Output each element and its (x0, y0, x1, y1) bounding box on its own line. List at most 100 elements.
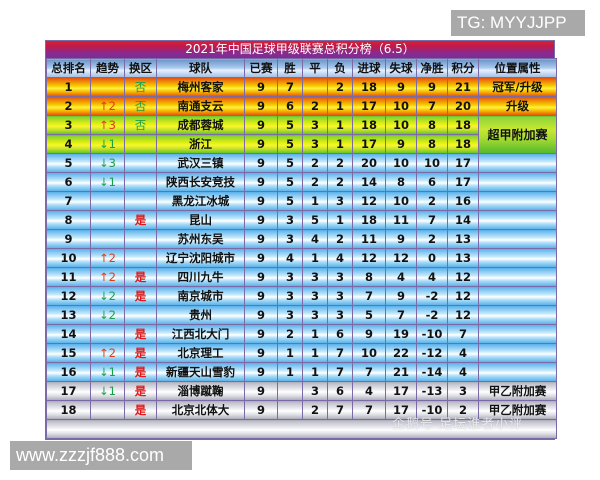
cell-rank: 12 (46, 286, 91, 306)
table-row: 16 ↓1 是新疆天山雪豹 9 1 1 7 7 21 -14 4 (46, 362, 557, 382)
cell-zone: 是 (124, 400, 157, 420)
cell-lost: 7 (327, 400, 353, 420)
table-row: 5 ↓3 武汉三镇 9 5 2 2 20 10 10 17 (46, 153, 557, 173)
cell-zone: 否 (124, 115, 157, 135)
cell-goals-for: 4 (352, 381, 386, 401)
cell-zone (124, 305, 157, 325)
cell-goals-for: 17 (352, 96, 386, 116)
cell-zone: 是 (124, 362, 157, 382)
cell-goal-diff: 7 (416, 210, 448, 230)
cell-won: 5 (277, 172, 303, 192)
table-row: 6 ↓1 陕西长安竞技 9 5 2 2 14 8 6 17 (46, 172, 557, 192)
cell-goal-diff: -2 (416, 305, 448, 325)
cell-played: 9 (244, 153, 278, 173)
cell-rank: 15 (46, 343, 91, 363)
cell-goals-for: 7 (352, 362, 386, 382)
cell-rank: 3 (46, 115, 91, 135)
cell-played: 9 (244, 362, 278, 382)
cell-points: 7 (447, 324, 479, 344)
cell-played: 9 (244, 324, 278, 344)
table-row: 4 ↓1 浙江 9 5 3 1 17 9 8 18 (46, 134, 557, 154)
cell-drawn: 5 (302, 210, 328, 230)
cell-goal-diff: -13 (416, 381, 448, 401)
cell-drawn: 3 (302, 134, 328, 154)
cell-goals-against: 4 (385, 267, 417, 287)
cell-drawn: 3 (302, 267, 328, 287)
cell-points: 18 (447, 134, 479, 154)
cell-team: 淄博蹴鞠 (156, 381, 245, 401)
table-row: 2 ↑2 否南通支云 9 6 2 1 17 10 7 20 升级 (46, 96, 557, 116)
header-trend: 趋势 (90, 58, 125, 78)
cell-goals-against: 19 (385, 324, 417, 344)
cell-rank: 18 (46, 400, 91, 420)
cell-drawn: 1 (302, 343, 328, 363)
cell-zone: 是 (124, 343, 157, 363)
cell-goals-against: 8 (385, 172, 417, 192)
cell-team: 苏州东吴 (156, 229, 245, 249)
cell-trend: ↑2 (90, 343, 125, 363)
cell-goals-for: 7 (352, 286, 386, 306)
empty-footer-row (46, 419, 557, 439)
cell-rank: 2 (46, 96, 91, 116)
cell-lost: 7 (327, 362, 353, 382)
cell-zone (124, 172, 157, 192)
cell-lost: 7 (327, 343, 353, 363)
header-played: 已赛 (244, 58, 278, 78)
cell-goals-for: 10 (352, 343, 386, 363)
cell-played: 9 (244, 305, 278, 325)
cell-goals-against: 12 (385, 248, 417, 268)
cell-rank: 14 (46, 324, 91, 344)
cell-goals-against: 17 (385, 400, 417, 420)
cell-rank: 7 (46, 191, 91, 211)
cell-rank: 1 (46, 77, 91, 97)
cell-played: 9 (244, 267, 278, 287)
table-row: 11 ↑2 是四川九牛 9 3 3 3 8 4 4 12 (46, 267, 557, 287)
cell-rank: 6 (46, 172, 91, 192)
cell-drawn: 3 (302, 305, 328, 325)
cell-won: 1 (277, 362, 303, 382)
cell-rank: 10 (46, 248, 91, 268)
cell-lost: 1 (327, 115, 353, 135)
cell-goal-diff: -10 (416, 400, 448, 420)
cell-points: 13 (447, 229, 479, 249)
watermark-top: TG: MYYJJPP (451, 10, 585, 36)
cell-played: 9 (244, 191, 278, 211)
cell-zone: 否 (124, 96, 157, 116)
cell-team: 新疆天山雪豹 (156, 362, 245, 382)
cell-rank: 13 (46, 305, 91, 325)
cell-goals-for: 18 (352, 210, 386, 230)
cell-team: 北京理工 (156, 343, 245, 363)
cell-status (478, 286, 557, 306)
cell-goals-against: 9 (385, 229, 417, 249)
cell-goals-for: 12 (352, 191, 386, 211)
cell-drawn: 4 (302, 229, 328, 249)
cell-won: 1 (277, 343, 303, 363)
cell-points: 13 (447, 248, 479, 268)
cell-points: 4 (447, 362, 479, 382)
cell-trend (90, 229, 125, 249)
cell-drawn: 3 (302, 115, 328, 135)
cell-played: 9 (244, 210, 278, 230)
cell-team: 浙江 (156, 134, 245, 154)
cell-played: 9 (244, 400, 278, 420)
cell-goals-against: 10 (385, 96, 417, 116)
cell-goal-diff: 8 (416, 134, 448, 154)
cell-won (277, 400, 303, 420)
cell-lost: 6 (327, 381, 353, 401)
cell-goal-diff: 9 (416, 77, 448, 97)
cell-goal-diff: 10 (416, 153, 448, 173)
cell-rank: 4 (46, 134, 91, 154)
cell-played: 9 (244, 248, 278, 268)
cell-lost: 6 (327, 324, 353, 344)
cell-team: 黑龙江冰城 (156, 191, 245, 211)
cell-goal-diff: 6 (416, 172, 448, 192)
cell-goal-diff: 2 (416, 191, 448, 211)
cell-goals-for: 14 (352, 172, 386, 192)
table-row: 8 是昆山 9 3 5 1 18 11 7 14 (46, 210, 557, 230)
header-rank: 总排名 (46, 58, 91, 78)
cell-won: 3 (277, 229, 303, 249)
cell-points: 12 (447, 286, 479, 306)
table-row: 17 ↓1 是淄博蹴鞠 9 3 6 4 17 -13 3 甲乙附加赛 (46, 381, 557, 401)
cell-goals-for: 7 (352, 400, 386, 420)
table-row: 10 ↑2 辽宁沈阳城市 9 4 1 4 12 12 0 13 (46, 248, 557, 268)
